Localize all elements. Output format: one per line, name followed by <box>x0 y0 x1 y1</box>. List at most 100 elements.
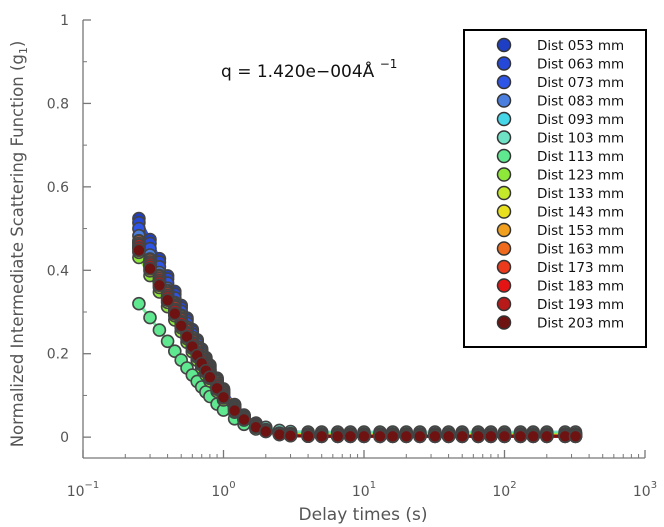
x-tick-exponent: 1 <box>370 480 376 491</box>
data-point <box>168 306 182 321</box>
data-point <box>152 278 167 293</box>
data-point <box>132 296 146 311</box>
legend-label: Dist 093 mm <box>537 112 624 128</box>
y-axis-label-close: ) <box>8 41 27 47</box>
data-point <box>413 429 427 444</box>
legend-label: Dist 153 mm <box>537 223 624 239</box>
x-tick-label: 103 <box>633 480 657 500</box>
legend-label: Dist 133 mm <box>537 186 624 202</box>
data-point <box>373 429 387 444</box>
q-annotation-exponent: −1 <box>380 57 398 71</box>
data-point <box>526 429 541 444</box>
legend-marker <box>496 315 512 330</box>
y-tick-label: 0 <box>60 430 69 446</box>
x-tick-base: 10 <box>633 484 651 500</box>
data-point <box>497 429 512 444</box>
x-tick-base: 10 <box>492 484 510 500</box>
data-point <box>301 429 315 444</box>
x-tick-label: 10−1 <box>67 480 100 500</box>
legend-label: Dist 063 mm <box>537 57 624 73</box>
legend: Dist 053 mm Dist 063 mm Dist 073 mm Dist 08… <box>463 29 647 348</box>
legend-label: Dist 113 mm <box>537 149 624 165</box>
q-annotation-main: q = 1.420e−004Å <box>221 60 380 82</box>
data-point <box>210 381 224 396</box>
data-point <box>568 429 583 444</box>
legend-label: Dist 173 mm <box>537 260 624 276</box>
legend-marker <box>496 37 512 53</box>
data-point <box>152 323 167 337</box>
data-point <box>314 429 329 444</box>
data-point <box>143 310 157 325</box>
data-point <box>441 429 456 444</box>
data-point <box>428 429 442 444</box>
x-tick-label: 100 <box>211 480 235 500</box>
legend-label: Dist 103 mm <box>537 131 624 147</box>
data-point <box>143 261 157 276</box>
legend-label: Dist 073 mm <box>537 75 624 91</box>
legend-marker <box>496 74 512 90</box>
legend-label: Dist 193 mm <box>537 297 624 313</box>
data-point <box>357 429 371 444</box>
legend-marker <box>496 167 512 182</box>
y-tick-label: 0.6 <box>47 180 69 196</box>
data-point <box>168 344 182 359</box>
data-point <box>471 429 486 444</box>
data-point <box>203 370 217 385</box>
plot-frame-layer <box>82 19 646 459</box>
x-tick-base: 10 <box>67 484 85 500</box>
data-point <box>484 429 498 444</box>
x-tick-exponent: 3 <box>651 480 657 491</box>
x-tick-exponent: 2 <box>510 480 516 491</box>
data-point <box>539 429 554 444</box>
data-point <box>227 403 242 418</box>
legend-marker <box>496 130 512 145</box>
legend-marker <box>496 259 512 275</box>
series-points-layer <box>132 211 583 444</box>
legend-marker <box>496 93 512 108</box>
legend-marker <box>496 56 512 71</box>
legend-label: Dist 083 mm <box>537 94 624 110</box>
legend-marker <box>496 296 512 312</box>
data-point <box>258 424 273 439</box>
data-point <box>343 429 358 444</box>
y-tick-label: 0.2 <box>47 347 69 363</box>
data-point <box>385 429 400 444</box>
legend-box <box>463 29 647 348</box>
legend-marker <box>496 241 512 256</box>
y-tick-label: 0.8 <box>47 96 69 112</box>
y-axis-label-main: Normalized Intermediate Scattering Funct… <box>8 54 27 447</box>
x-tick-base: 10 <box>211 484 229 500</box>
legend-marker <box>496 185 512 201</box>
data-point <box>160 293 175 308</box>
legend-label: Dist 053 mm <box>537 38 624 54</box>
x-tick-exponent: −1 <box>85 480 100 491</box>
legend-marker <box>496 278 512 293</box>
data-point <box>216 390 231 405</box>
x-tick-base: 10 <box>352 484 370 500</box>
x-tick-label: 102 <box>492 480 516 500</box>
legend-marker <box>496 204 512 219</box>
data-point <box>132 243 146 258</box>
data-point <box>513 429 528 444</box>
data-point <box>330 429 345 444</box>
data-point <box>272 427 287 442</box>
legend-label: Dist 143 mm <box>537 205 624 221</box>
data-point <box>455 429 470 444</box>
y-tick-labels: 0 0.2 0.4 0.6 0.8 1 <box>47 13 69 446</box>
legend-label: Dist 183 mm <box>537 279 624 295</box>
y-axis-label-subscript: 1 <box>17 47 30 54</box>
data-point <box>160 334 175 349</box>
legend-marker <box>496 222 512 238</box>
y-tick-label: 1 <box>60 13 69 29</box>
x-tick-exponent: 0 <box>229 480 235 491</box>
x-tick-label: 101 <box>352 480 376 500</box>
data-point <box>283 428 298 443</box>
legend-marker <box>496 148 512 164</box>
legend-marker <box>496 111 512 127</box>
legend-label: Dist 123 mm <box>537 168 624 184</box>
x-axis-label: Delay times (s) <box>299 505 428 525</box>
legend-label: Dist 163 mm <box>537 242 624 258</box>
y-tick-label: 0.4 <box>47 263 69 279</box>
legend-label: Dist 203 mm <box>537 316 624 332</box>
